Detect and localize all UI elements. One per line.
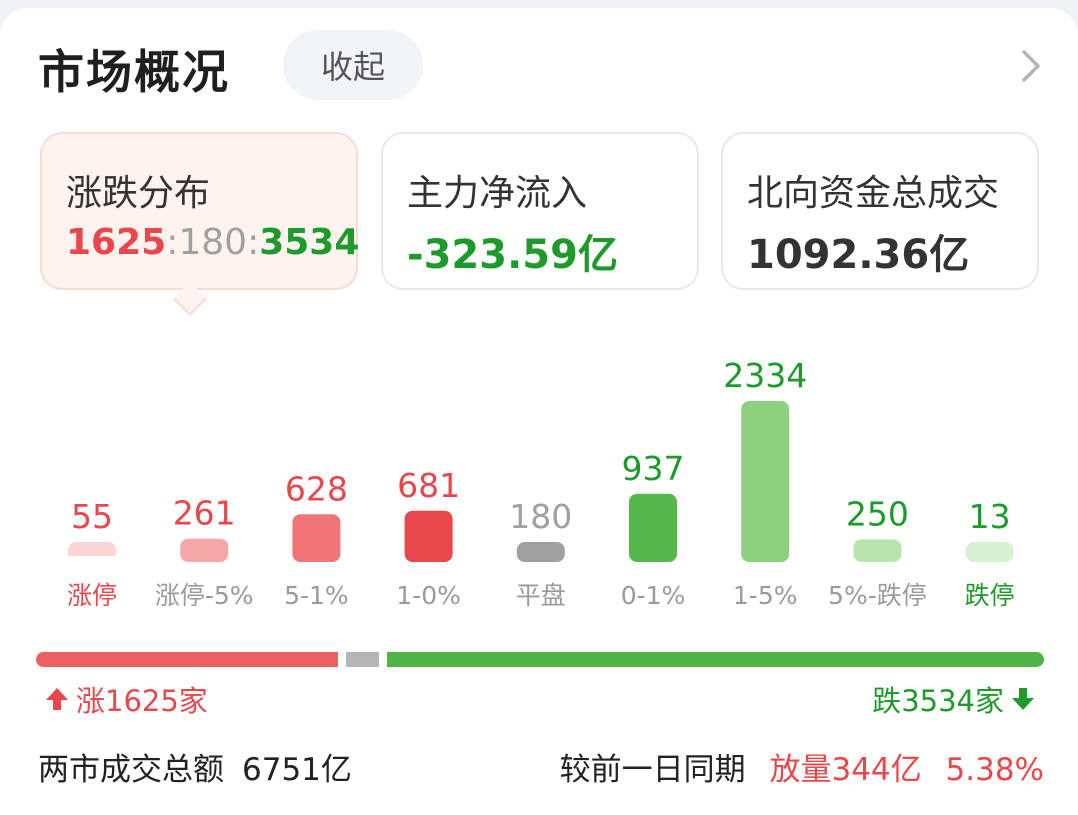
up-summary: 涨1625家 <box>38 678 208 720</box>
bar-value-label: 681 <box>397 466 460 505</box>
flat-count: 180 <box>178 222 248 263</box>
bar-value-label: 13 <box>969 497 1011 536</box>
compare-change: 放量344亿 <box>769 752 922 788</box>
arrow-up-icon <box>46 688 68 710</box>
bar-1 <box>180 538 229 562</box>
stat-label: 北向资金总成交 <box>747 173 1000 214</box>
bar-value-label: 937 <box>622 449 685 488</box>
category-label: 涨停-5% <box>155 581 254 610</box>
separator: : <box>166 222 179 263</box>
separator: : <box>247 222 260 263</box>
category-label: 1-5% <box>733 581 798 610</box>
page-title: 市场概况 <box>38 45 230 99</box>
progress-flat <box>345 652 380 667</box>
category-label: 平盘 <box>516 581 566 610</box>
bar-7 <box>853 539 902 562</box>
collapse-button[interactable]: 收起 <box>283 30 423 100</box>
stat-label: 涨跌分布 <box>66 173 211 214</box>
bar-value-label: 250 <box>846 494 909 533</box>
northbound-value: 1092.36亿 <box>747 232 970 278</box>
category-label: 0-1% <box>621 581 686 610</box>
bar-value-label: 261 <box>173 494 236 533</box>
down-summary: 跌3534家 <box>872 678 1042 720</box>
category-label: 涨停 <box>67 581 117 610</box>
compare-pct: 5.38% <box>945 752 1044 788</box>
bar-3 <box>404 510 453 562</box>
distribution-bar-chart: 55 涨停 261 涨停-5% 628 5-1% 681 1-0% 180 平盘 937 0-1% 23… <box>0 356 1078 610</box>
progress-up <box>36 652 338 667</box>
arrow-down-icon <box>1012 688 1034 710</box>
bar-value-label: 628 <box>285 469 348 508</box>
bar-value-label: 55 <box>71 497 113 536</box>
turnover-label: 两市成交总额 <box>38 752 224 788</box>
bar-value-label: 2334 <box>723 356 807 395</box>
bar-value-label: 180 <box>509 497 572 536</box>
bar-6 <box>741 401 790 562</box>
bar-5 <box>629 493 677 562</box>
stat-value: 1625:180:3534 <box>66 222 359 263</box>
chevron-right-icon[interactable] <box>1012 46 1048 86</box>
category-label: 5%-跌停 <box>828 581 927 610</box>
category-label: 5-1% <box>284 581 349 610</box>
stat-card-net-inflow[interactable]: 主力净流入 -323.59亿 <box>381 132 699 290</box>
progress-down <box>387 652 1044 667</box>
bar-8 <box>965 542 1014 562</box>
stat-card-northbound[interactable]: 北向资金总成交 1092.36亿 <box>721 132 1039 290</box>
stat-card-distribution[interactable]: 涨跌分布 1625:180:3534 <box>40 132 359 290</box>
compare-summary: 较前一日同期 放量344亿 5.38% <box>560 744 1044 789</box>
stat-label: 主力净流入 <box>407 173 588 214</box>
bar-4 <box>516 542 565 562</box>
down-summary-text: 跌3534家 <box>872 684 1004 718</box>
category-label: 跌停 <box>965 581 1015 610</box>
down-count: 3534 <box>259 222 360 263</box>
compare-label: 较前一日同期 <box>559 752 746 788</box>
bar-2 <box>292 514 341 562</box>
up-count: 1625 <box>66 222 167 263</box>
up-summary-text: 涨1625家 <box>76 684 208 718</box>
net-inflow-value: -323.59亿 <box>407 232 618 278</box>
category-label: 1-0% <box>396 581 461 610</box>
turnover-value: 6751亿 <box>242 752 352 788</box>
turnover-summary: 两市成交总额 6751亿 <box>38 744 352 789</box>
